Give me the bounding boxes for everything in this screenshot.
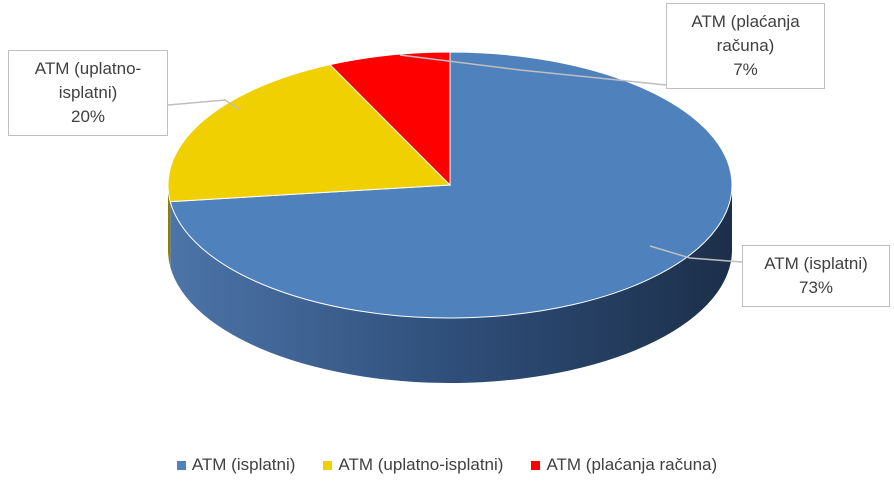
callout-category: ATM (isplatni) (764, 254, 868, 273)
leader-line (167, 99, 241, 111)
pie-slice (169, 51, 733, 319)
data-label: 73% (798, 278, 834, 297)
legend-item: ATM (isplatni) (176, 455, 296, 475)
leader-line (649, 245, 743, 263)
legend-item: ATM (plaćanja računa) (531, 455, 717, 475)
pie-slice (328, 51, 451, 187)
legend-label: ATM (plaćanja računa) (546, 455, 718, 474)
callout-category: ATM (plaćanja računa) (691, 12, 800, 55)
data-callout: ATM (uplatno-isplatni) 20% (8, 50, 168, 136)
data-label: 7% (733, 60, 758, 79)
legend-label: ATM (isplatni) (191, 455, 296, 474)
pie-slice (167, 64, 452, 203)
leader-lines (167, 54, 743, 263)
legend-swatch (531, 460, 541, 470)
callout-category: ATM (uplatno-isplatni) (34, 59, 142, 102)
pie-slice-side (170, 185, 733, 383)
legend: ATM (isplatni) ATM (uplatno-isplatni) ATM … (0, 455, 894, 475)
legend-swatch (176, 460, 186, 470)
legend-item: ATM (uplatno-isplatni) (323, 455, 503, 475)
legend-swatch (323, 460, 333, 470)
legend-label: ATM (uplatno-isplatni) (338, 455, 504, 474)
data-callout: ATM (isplatni) 73% (742, 245, 890, 307)
data-callout: ATM (plaćanja računa) 7% (666, 3, 825, 89)
leader-line (399, 54, 667, 86)
pie-slice-side (168, 185, 171, 267)
data-label: 20% (70, 107, 106, 126)
